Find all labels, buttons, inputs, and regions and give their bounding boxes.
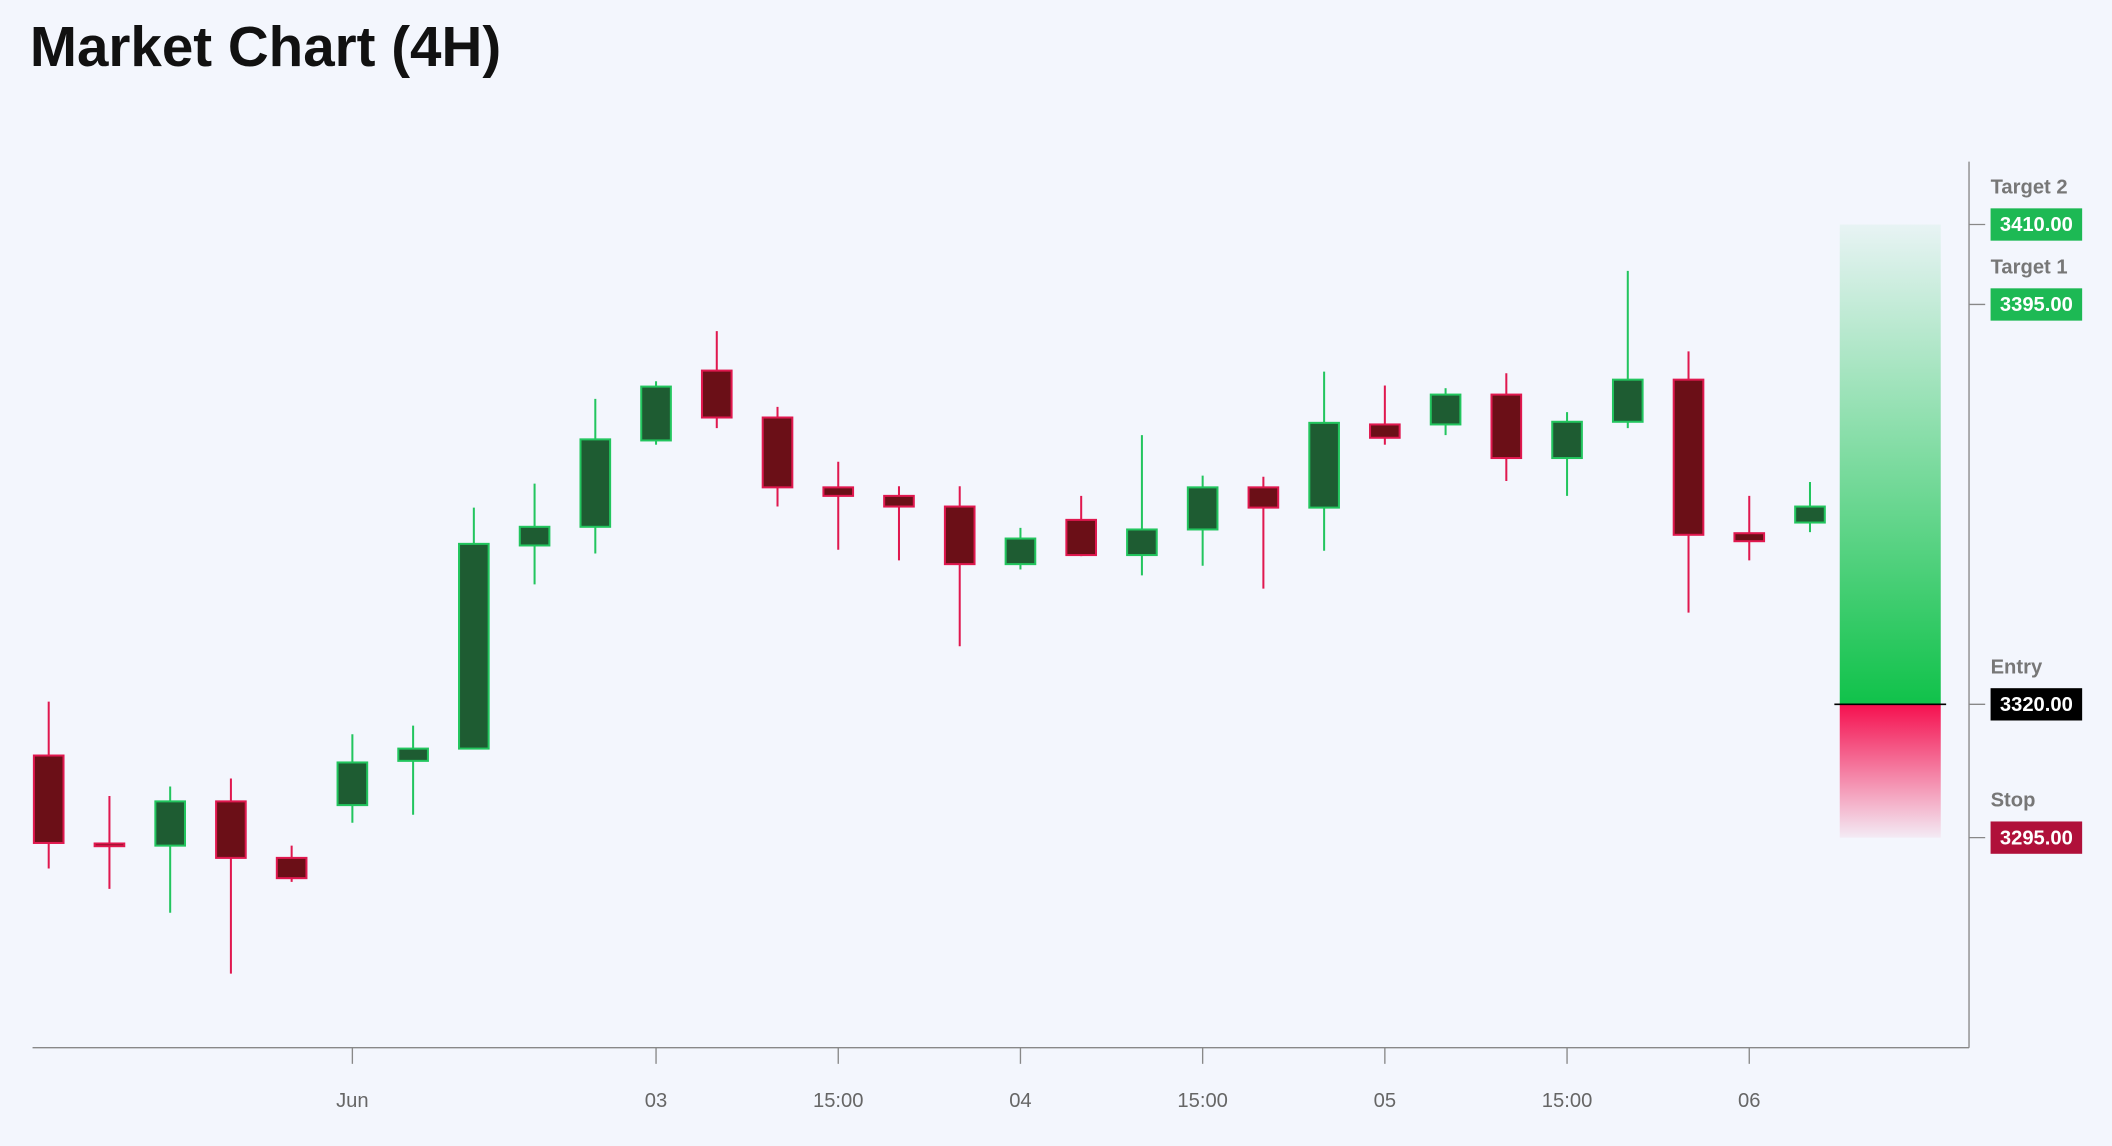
level-value-label: 3320.00 [2000, 694, 2073, 716]
level-value-label: 3295.00 [2000, 827, 2073, 849]
level-name: Stop [1991, 790, 2036, 812]
candle-body [1490, 393, 1523, 460]
candle-body [154, 800, 186, 847]
loss-zone [1839, 704, 1941, 838]
candle-body [458, 542, 490, 750]
level-name: Entry [1991, 656, 2043, 678]
candle-body [1794, 505, 1826, 524]
candle-body [1551, 420, 1583, 460]
candle-body [518, 525, 551, 547]
candle-body [1126, 528, 1158, 557]
candle-body [883, 494, 915, 508]
x-tick-label: 15:00 [813, 1090, 864, 1112]
x-tick-label: 15:00 [1177, 1090, 1228, 1112]
level-name: Target 2 [1991, 176, 2068, 198]
profit-zone [1839, 224, 1941, 705]
candle-body [1308, 421, 1340, 509]
candle-body [1247, 486, 1280, 509]
x-tick-label: 03 [645, 1090, 667, 1112]
candle-body [93, 842, 126, 848]
candle-body [1733, 532, 1766, 543]
candle-body [1611, 378, 1644, 423]
candle-body [1186, 486, 1219, 531]
candle-body [822, 486, 855, 497]
candle-body [700, 369, 733, 419]
candle-body [579, 438, 612, 528]
level-value-label: 3395.00 [2000, 294, 2073, 316]
chart-title: Market Chart (4H) [30, 15, 501, 78]
candle-body [1672, 378, 1705, 536]
candle-body [640, 385, 672, 442]
x-tick-label: 05 [1374, 1090, 1396, 1112]
candle-body [32, 754, 65, 844]
candle-body [1004, 537, 1037, 566]
candle-body [1369, 423, 1401, 439]
candle-body [275, 856, 308, 880]
level-badge [1990, 821, 2083, 854]
x-tick-label: 06 [1738, 1090, 1760, 1112]
level-badge [1990, 688, 2083, 721]
candle-body [761, 416, 794, 489]
level-badge [1990, 288, 2083, 321]
level-name: Target 1 [1991, 256, 2068, 278]
x-tick-label: 04 [1009, 1090, 1031, 1112]
candle-body [943, 505, 976, 566]
candle-body [215, 800, 247, 859]
candle-body [336, 761, 369, 807]
x-tick-label: Jun [336, 1090, 369, 1112]
candle-body [1429, 393, 1462, 426]
x-tick-label: 15:00 [1542, 1090, 1593, 1112]
level-value-label: 3410.00 [2000, 214, 2073, 236]
candle-body [1065, 518, 1098, 557]
candle-body [397, 747, 429, 762]
level-badge [1990, 208, 2083, 241]
